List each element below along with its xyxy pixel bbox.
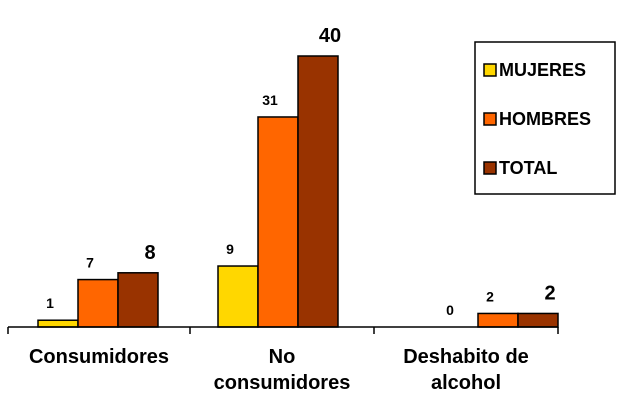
value-label-mujeres-no-consumidores: 9 [226, 241, 234, 257]
legend-box [474, 41, 616, 195]
value-label-hombres-consumidores: 7 [86, 255, 94, 271]
bar-hombres-deshabito-de-alcohol [477, 312, 519, 328]
bars-layer [37, 55, 559, 328]
category-label-consumidores-line-0: Consumidores [29, 346, 169, 368]
value-label-hombres-no-consumidores: 31 [262, 92, 278, 108]
value-label-hombres-deshabito-de-alcohol: 2 [486, 288, 494, 304]
value-label-mujeres-deshabito-de-alcohol: 0 [446, 302, 454, 318]
x-axis [7, 326, 559, 334]
legend-swatch-hombres [483, 112, 497, 126]
value-label-total-consumidores: 8 [144, 242, 155, 264]
value-label-total-no-consumidores: 40 [319, 25, 341, 47]
legend-label-hombres: HOMBRES [499, 109, 591, 129]
category-label-no-consumidores-line-0: No [269, 346, 296, 368]
value-label-total-deshabito-de-alcohol: 2 [544, 282, 555, 304]
legend: MUJERES HOMBRES TOTAL [474, 41, 616, 195]
bar-mujeres-no-consumidores [217, 265, 259, 328]
bar-mujeres-consumidores [37, 319, 79, 328]
legend-swatch-mujeres [483, 63, 497, 77]
bar-total-no-consumidores [297, 55, 339, 328]
bar-hombres-consumidores [77, 278, 119, 328]
bar-hombres-no-consumidores [257, 116, 299, 328]
category-label-deshabito-de-alcohol-line-0: Deshabito de [403, 346, 529, 368]
category-labels-layer: Consumidores No consumidores Deshabito de al… [29, 346, 529, 394]
legend-label-mujeres: MUJERES [499, 60, 586, 80]
bar-total-deshabito-de-alcohol [517, 312, 559, 328]
category-label-no-consumidores-line-1: consumidores [214, 372, 351, 394]
category-label-deshabito-de-alcohol-line-1: alcohol [431, 372, 501, 394]
value-labels-layer: 1 7 8 9 31 40 0 2 2 [46, 25, 555, 318]
legend-swatch-total [483, 161, 497, 175]
value-label-mujeres-consumidores: 1 [46, 295, 54, 311]
bar-total-consumidores [117, 272, 159, 328]
legend-label-total: TOTAL [499, 158, 557, 178]
